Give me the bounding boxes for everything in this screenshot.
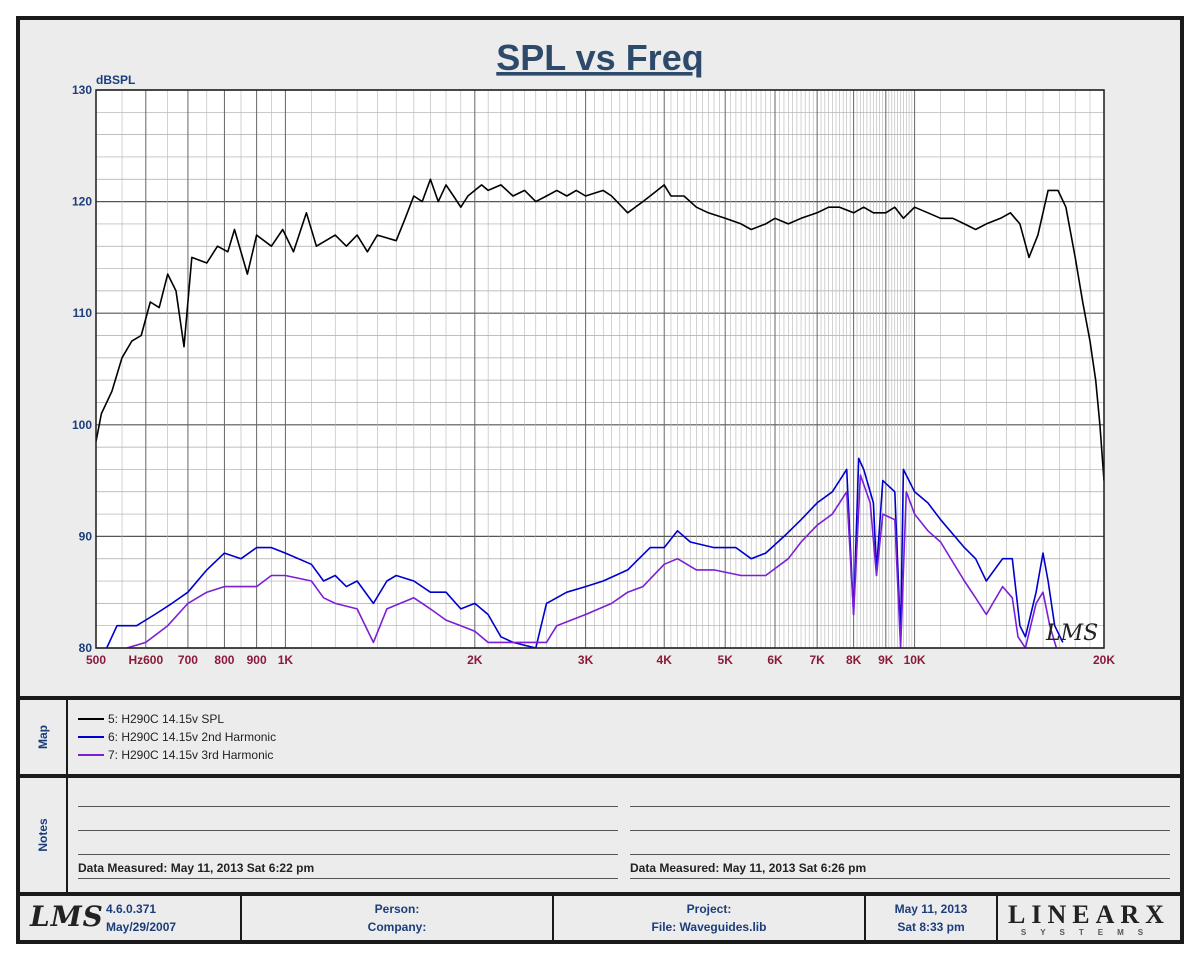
y-tick-label: 100 <box>72 418 92 432</box>
note-line <box>630 806 1170 807</box>
series-layer <box>96 178 1104 648</box>
plot-panel: SPL vs Freq 80 90 100 110 120 130 500 Hz600 700 8… <box>20 20 1180 696</box>
x-tick-label: 4K <box>657 653 673 667</box>
note-line <box>78 878 618 879</box>
legend-entry: 7: H290C 14.15v 3rd Harmonic <box>78 746 276 764</box>
footer-date-cell: May 11, 2013 Sat 8:33 pm <box>866 896 998 940</box>
x-tick-label: 500 <box>86 653 106 667</box>
x-tick-label: 6K <box>767 653 783 667</box>
x-tick-label: 8K <box>846 653 862 667</box>
linearx-logo: LINEARX <box>1008 900 1170 929</box>
file-label: File: Waveguides.lib <box>651 920 767 934</box>
footer-person-cell: Person: Company: <box>242 896 554 940</box>
legend-swatch <box>78 736 104 738</box>
note-line <box>78 830 618 831</box>
print-date: May 11, 2013 <box>894 902 968 916</box>
footer-version-cell: LMS 4.6.0.371 May/29/2007 <box>20 896 242 940</box>
x-tick-label: 5K <box>718 653 734 667</box>
legend-label: 5: H290C 14.15v SPL <box>108 712 225 726</box>
legend-label: 6: H290C 14.15v 2nd Harmonic <box>108 730 277 744</box>
notes-right-column: Data Measured: May 11, 2013 Sat 6:26 pm <box>630 778 1170 892</box>
x-tick-label: 700 <box>178 653 198 667</box>
note-line <box>78 806 618 807</box>
x-tick-label: 10K <box>904 653 926 667</box>
x-tick-label: 2K <box>467 653 483 667</box>
plot-border <box>95 89 1105 649</box>
project-label: Project: <box>686 902 732 916</box>
plot-background <box>96 90 1104 648</box>
footer-project-cell: Project: File: Waveguides.lib <box>554 896 866 940</box>
print-time: Sat 8:33 pm <box>897 920 965 934</box>
x-tick-label: 7K <box>809 653 825 667</box>
linearx-sub-logo: SYSTEMS <box>1020 928 1158 937</box>
note-line <box>630 878 1170 879</box>
footer-panel: LMS 4.6.0.371 May/29/2007 Person: Compan… <box>20 892 1180 940</box>
series-line-2 <box>105 457 1064 648</box>
company-label: Company: <box>367 920 427 934</box>
y-tick-label: 130 <box>72 83 92 97</box>
note-line <box>630 854 1170 855</box>
note-line <box>78 854 618 855</box>
notes-side-label: Notes <box>20 778 68 892</box>
x-tick-label: 800 <box>214 653 234 667</box>
version-date: May/29/2007 <box>106 920 177 934</box>
notes-panel: Notes Data Measured: May 11, 2013 Sat 6:… <box>20 774 1180 892</box>
x-tick-label: 1K <box>278 653 294 667</box>
grid <box>95 89 1105 649</box>
series-line-1 <box>96 178 1104 481</box>
y-tick-label: 110 <box>73 306 93 320</box>
note-line <box>630 830 1170 831</box>
footer-brand-cell: LINEARX SYSTEMS <box>998 896 1180 940</box>
legend-swatch <box>78 718 104 720</box>
chart-title: SPL vs Freq <box>496 37 703 78</box>
window-frame: SPL vs Freq 80 90 100 110 120 130 500 Hz600 700 8… <box>16 16 1184 944</box>
person-label: Person: <box>374 902 420 916</box>
legend-swatch <box>78 754 104 756</box>
data-measured-right: Data Measured: May 11, 2013 Sat 6:26 pm <box>630 861 867 875</box>
map-panel: Map 5: H290C 14.15v SPL 6: H290C 14.15v 2… <box>20 696 1180 774</box>
x-tick-label: 3K <box>578 653 594 667</box>
series-line-3 <box>126 474 1058 648</box>
lms-watermark: LMS <box>1045 621 1098 646</box>
y-tick-label: 80 <box>79 641 93 655</box>
y-tick-label: 90 <box>79 529 93 543</box>
x-tick-label: 20K <box>1093 653 1115 667</box>
x-tick-label: Hz600 <box>128 653 163 667</box>
legend: 5: H290C 14.15v SPL 6: H290C 14.15v 2nd H… <box>78 710 276 764</box>
axes: 80 90 100 110 120 130 500 Hz600 700 800 900 1K 2K 3K 4… <box>72 83 1115 667</box>
legend-label: 7: H290C 14.15v 3rd Harmonic <box>108 748 274 762</box>
map-side-label: Map <box>20 700 68 774</box>
notes-left-column: Data Measured: May 11, 2013 Sat 6:22 pm <box>78 778 618 892</box>
x-tick-label: 900 <box>247 653 267 667</box>
legend-entry: 6: H290C 14.15v 2nd Harmonic <box>78 728 276 746</box>
data-measured-left: Data Measured: May 11, 2013 Sat 6:22 pm <box>78 861 315 875</box>
y-axis-label: dBSPL <box>96 73 135 87</box>
x-tick-label: 9K <box>878 653 894 667</box>
legend-entry: 5: H290C 14.15v SPL <box>78 710 276 728</box>
y-tick-label: 120 <box>72 195 92 209</box>
version-number: 4.6.0.371 <box>106 902 157 916</box>
lms-logo: LMS <box>30 900 104 933</box>
